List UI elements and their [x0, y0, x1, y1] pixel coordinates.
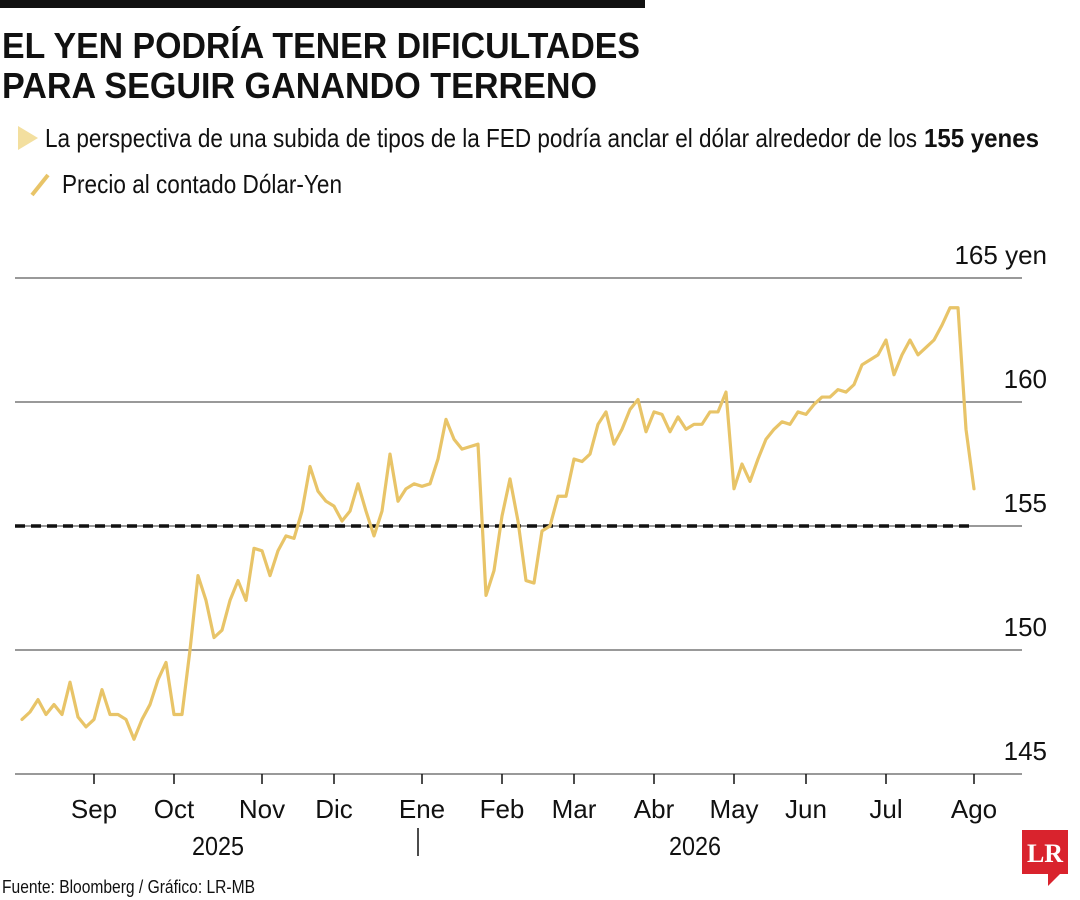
logo-box	[1022, 830, 1068, 874]
x-tick-label: Ene	[399, 794, 445, 824]
subtitle-bold: 155 yenes	[924, 123, 1039, 153]
x-tick-label: Nov	[239, 794, 285, 824]
x-tick-label: Mar	[552, 794, 597, 824]
y-tick-label: 160	[1004, 364, 1047, 394]
logo: LR	[1027, 839, 1063, 868]
y-tick-label: 155	[1004, 488, 1047, 518]
y-tick-label: 165 yen	[954, 240, 1047, 270]
x-tick-label: Dic	[315, 794, 353, 824]
x-tick-label: Feb	[480, 794, 525, 824]
legend-label: Precio al contado Dólar-Yen	[62, 169, 342, 199]
source: Fuente: Bloomberg / Gráfico: LR-MB	[2, 877, 255, 897]
x-tick-label: Jun	[785, 794, 827, 824]
chart-title: PARA SEGUIR GANANDO TERRENO	[2, 65, 597, 106]
logo-tail	[1048, 874, 1060, 886]
x-tick-label: Jul	[869, 794, 902, 824]
legend-swatch	[30, 173, 50, 197]
y-tick-label: 145	[1004, 736, 1047, 766]
x-tick-label: Ago	[951, 794, 997, 824]
year-label: 2026	[669, 831, 721, 861]
subtitle: La perspectiva de una subida de tipos de…	[45, 123, 917, 153]
header-bar	[0, 0, 645, 8]
chart-title: EL YEN PODRÍA TENER DIFICULTADES	[2, 25, 640, 66]
price-line	[20, 306, 976, 741]
x-tick-label: May	[709, 794, 758, 824]
x-tick-label: Abr	[634, 794, 675, 824]
year-label: 2025	[192, 831, 244, 861]
x-tick-label: Oct	[154, 794, 195, 824]
y-tick-label: 150	[1004, 612, 1047, 642]
subtitle-marker	[18, 126, 38, 150]
x-tick-label: Sep	[71, 794, 117, 824]
